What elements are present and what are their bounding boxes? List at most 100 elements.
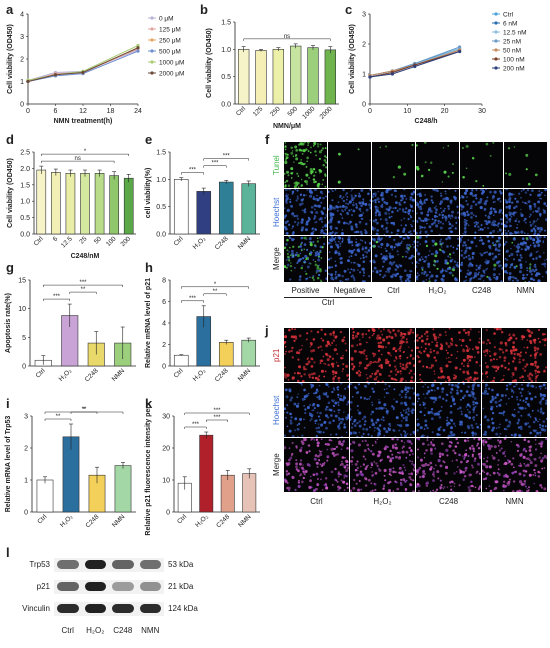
- cell-nucleus: [514, 366, 518, 370]
- cell-nucleus: [298, 383, 301, 385]
- cell-nucleus: [325, 195, 327, 198]
- cell-nucleus: [346, 446, 349, 450]
- significance-bracket-0: [41, 160, 115, 164]
- cell-nucleus: [516, 247, 520, 250]
- cell-nucleus: [451, 480, 454, 484]
- cell-nucleus: [496, 197, 500, 201]
- cell-nucleus: [284, 388, 288, 392]
- cell-nucleus: [516, 218, 518, 220]
- cell-nucleus: [336, 352, 339, 355]
- cell-nucleus: [535, 240, 539, 244]
- micrograph-canvas: [461, 142, 495, 187]
- cell-nucleus: [324, 443, 327, 446]
- cell-nucleus: [422, 365, 425, 368]
- cell-nucleus: [471, 455, 474, 458]
- cell-nucleus: [485, 259, 487, 261]
- blot-band: [84, 582, 106, 591]
- cell-nucleus: [381, 333, 384, 336]
- x-tick-label: 6: [52, 235, 60, 243]
- cell-nucleus: [377, 358, 381, 362]
- significance-label-2: ***: [213, 408, 221, 414]
- cell-nucleus: [432, 400, 436, 404]
- cell-nucleus: [362, 246, 364, 248]
- cell-nucleus: [434, 359, 438, 362]
- cell-nucleus: [428, 262, 430, 264]
- cell-nucleus: [514, 219, 517, 223]
- cell-nucleus: [290, 416, 293, 419]
- x-tick-label: 1000: [301, 105, 316, 120]
- cell-nucleus: [297, 469, 300, 472]
- cell-nucleus: [502, 414, 505, 416]
- cell-nucleus: [328, 272, 330, 275]
- cell-nucleus: [437, 222, 440, 225]
- cell-nucleus: [545, 399, 547, 402]
- cell-nucleus: [492, 358, 495, 360]
- cell-nucleus: [381, 458, 384, 461]
- cell-nucleus: [310, 343, 313, 346]
- cell-nucleus: [324, 217, 327, 219]
- cell-nucleus: [328, 258, 331, 261]
- cell-nucleus: [512, 279, 515, 282]
- cell-nucleus: [534, 439, 537, 441]
- cell-nucleus: [491, 411, 495, 415]
- cell-nucleus: [309, 414, 312, 417]
- cell-nucleus: [296, 172, 299, 175]
- cell-nucleus: [508, 478, 511, 481]
- cell-nucleus: [298, 202, 303, 207]
- cell-nucleus: [423, 414, 426, 417]
- cell-nucleus: [533, 354, 537, 357]
- cell-nucleus: [396, 423, 399, 426]
- cell-nucleus: [374, 212, 378, 215]
- cell-nucleus: [362, 427, 365, 431]
- cell-nucleus: [505, 205, 509, 209]
- x-tick-label: 0: [26, 108, 30, 115]
- cell-nucleus: [433, 373, 436, 375]
- cell-nucleus: [401, 450, 405, 454]
- cell-nucleus: [350, 344, 354, 348]
- cell-nucleus: [401, 366, 405, 370]
- cell-nucleus: [293, 372, 296, 375]
- cell-nucleus: [317, 415, 320, 418]
- cell-nucleus: [384, 346, 387, 348]
- cell-nucleus: [475, 422, 478, 425]
- cell-nucleus: [377, 380, 380, 382]
- cell-nucleus: [536, 351, 539, 354]
- cell-nucleus: [383, 434, 386, 437]
- cell-nucleus: [528, 267, 532, 270]
- cell-nucleus: [448, 328, 451, 330]
- micrograph-1-3: [416, 189, 459, 235]
- cell-nucleus: [440, 344, 444, 347]
- cell-nucleus: [348, 239, 351, 242]
- cell-nucleus: [520, 406, 524, 410]
- cell-nucleus: [310, 170, 314, 174]
- cell-nucleus: [356, 391, 360, 394]
- cell-nucleus: [529, 193, 532, 196]
- cell-nucleus: [487, 425, 491, 429]
- cell-nucleus: [320, 359, 324, 363]
- blot-band: [139, 560, 161, 569]
- cell-nucleus: [468, 348, 471, 350]
- cell-nucleus: [543, 210, 547, 214]
- cell-nucleus: [455, 357, 458, 360]
- cell-nucleus: [529, 213, 532, 216]
- cell-nucleus: [533, 349, 537, 352]
- cell-nucleus: [500, 264, 502, 267]
- cell-nucleus: [324, 414, 329, 418]
- cell-nucleus: [532, 429, 535, 432]
- cell-nucleus: [449, 342, 452, 344]
- cell-nucleus: [454, 189, 457, 192]
- cell-nucleus: [418, 193, 422, 197]
- cell-nucleus: [365, 354, 368, 358]
- cell-nucleus: [318, 397, 321, 400]
- cell-nucleus: [367, 329, 370, 332]
- cell-nucleus: [403, 367, 407, 371]
- cell-nucleus: [311, 232, 314, 235]
- cell-nucleus: [313, 361, 316, 364]
- cell-nucleus: [369, 360, 373, 364]
- cell-nucleus: [379, 341, 383, 344]
- cell-nucleus: [395, 273, 398, 276]
- cell-nucleus: [471, 431, 475, 435]
- cell-nucleus: [300, 228, 304, 232]
- cell-nucleus: [485, 477, 488, 479]
- cell-nucleus: [519, 425, 523, 429]
